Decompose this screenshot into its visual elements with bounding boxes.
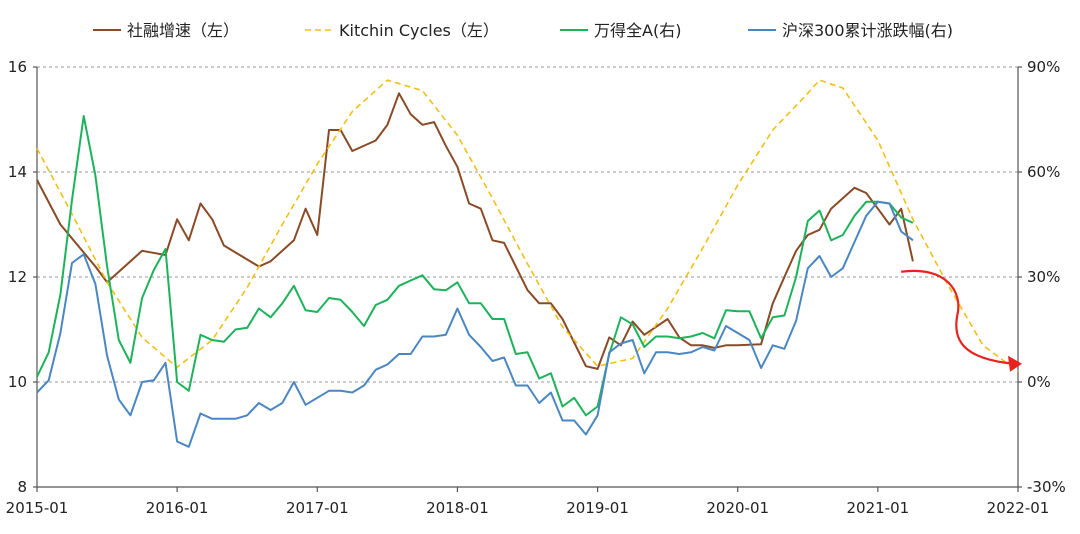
x-tick-label-7: 2022-01	[987, 499, 1050, 517]
legend-label-2: 万得全A(右)	[594, 21, 681, 40]
annotation-arrow-head	[1008, 355, 1022, 372]
annotation	[901, 269, 1022, 372]
series-line-3	[36, 200, 914, 448]
x-tick-label-5: 2020-01	[706, 499, 769, 517]
legend-label-1: Kitchin Cycles（左）	[339, 21, 499, 40]
series-line-1	[36, 79, 1019, 373]
x-tick-label-6: 2021-01	[847, 499, 910, 517]
series-line-0	[36, 92, 914, 370]
legend-label-3: 沪深300累计涨跌幅(右)	[782, 21, 953, 40]
left-tick-label-1: 10	[8, 373, 27, 391]
gridlines	[37, 66, 1018, 383]
tick-labels: 8 10 12 14 16 -30% 0% 30% 60% 90% 2015-01 2016-01 20…	[6, 58, 1066, 517]
series-lines	[36, 79, 1019, 448]
x-tick-label-2: 2017-01	[286, 499, 349, 517]
right-tick-label-1: 0%	[1027, 373, 1051, 391]
left-tick-label-2: 12	[8, 268, 27, 286]
x-tick-label-0: 2015-01	[6, 499, 69, 517]
series-line-2	[36, 115, 914, 417]
axes	[33, 66, 1022, 492]
left-tick-label-4: 16	[8, 58, 27, 76]
legend-label-0: 社融增速（左）	[127, 21, 239, 40]
x-tick-label-4: 2019-01	[566, 499, 629, 517]
right-tick-label-4: 90%	[1027, 58, 1060, 76]
annotation-arrow-line	[901, 269, 1015, 365]
x-tick-label-3: 2018-01	[426, 499, 489, 517]
right-tick-label-0: -30%	[1027, 478, 1066, 496]
right-tick-label-2: 30%	[1027, 268, 1060, 286]
left-tick-label-3: 14	[8, 163, 27, 181]
left-tick-label-0: 8	[17, 478, 27, 496]
x-tick-label-1: 2016-01	[146, 499, 209, 517]
legend: 社融增速（左） Kitchin Cycles（左） 万得全A(右) 沪深300累计涨跌…	[93, 21, 953, 40]
right-tick-label-3: 60%	[1027, 163, 1060, 181]
